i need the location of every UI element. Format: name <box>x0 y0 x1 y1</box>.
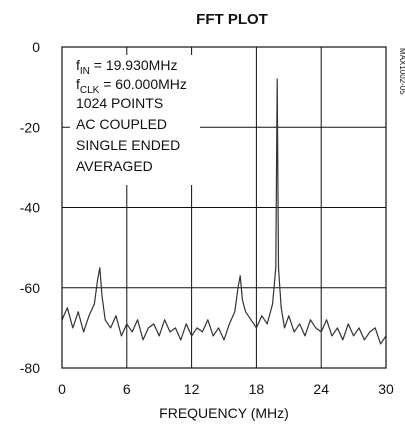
y-tick-label: -40 <box>20 200 40 216</box>
x-tick-label: 6 <box>123 381 131 397</box>
plot-frame <box>61 46 387 369</box>
annotation-coupling: AC COUPLED <box>76 116 167 132</box>
annotation-fin-sub: IN <box>80 66 90 77</box>
annotation-averaging: AVERAGED <box>76 158 153 174</box>
x-tick-label: 24 <box>313 381 329 397</box>
annotation-fin-rest: = 19.930MHz <box>90 57 178 73</box>
annotation-fclk-rest: = 60.000MHz <box>99 76 187 92</box>
spectrum-trace <box>61 78 387 345</box>
x-axis-label: FREQUENCY (MHz) <box>159 405 289 421</box>
y-tick-labels: 0 -20 -40 -60 -80 <box>20 39 40 376</box>
chart-title: FFT PLOT <box>196 11 268 28</box>
series-line <box>61 78 387 345</box>
annotation-background <box>70 55 200 185</box>
annotation-box: fIN = 19.930MHz fCLK = 60.000MHz 1024 PO… <box>70 55 200 185</box>
y-tick-label: -20 <box>20 119 40 135</box>
figure-id: MAX1002-05 <box>398 48 405 95</box>
annotation-fclk: fCLK = 60.000MHz <box>76 76 187 96</box>
x-tick-label: 12 <box>184 381 200 397</box>
x-tick-label: 0 <box>58 381 66 397</box>
y-tick-label: 0 <box>32 39 40 55</box>
y-tick-label: -80 <box>20 360 40 376</box>
annotation-fclk-sub: CLK <box>80 85 100 96</box>
x-tick-label: 30 <box>378 381 394 397</box>
annotation-points: 1024 POINTS <box>76 95 163 111</box>
annotation-fin: fIN = 19.930MHz <box>76 57 177 77</box>
x-tick-label: 18 <box>249 381 265 397</box>
annotation-fclk-main: f <box>76 76 80 92</box>
annotation-fin-main: f <box>76 57 80 73</box>
y-tick-label: -60 <box>20 280 40 296</box>
x-tick-labels: 0 6 12 18 24 30 <box>58 381 394 397</box>
annotation-input-mode: SINGLE ENDED <box>76 137 180 153</box>
